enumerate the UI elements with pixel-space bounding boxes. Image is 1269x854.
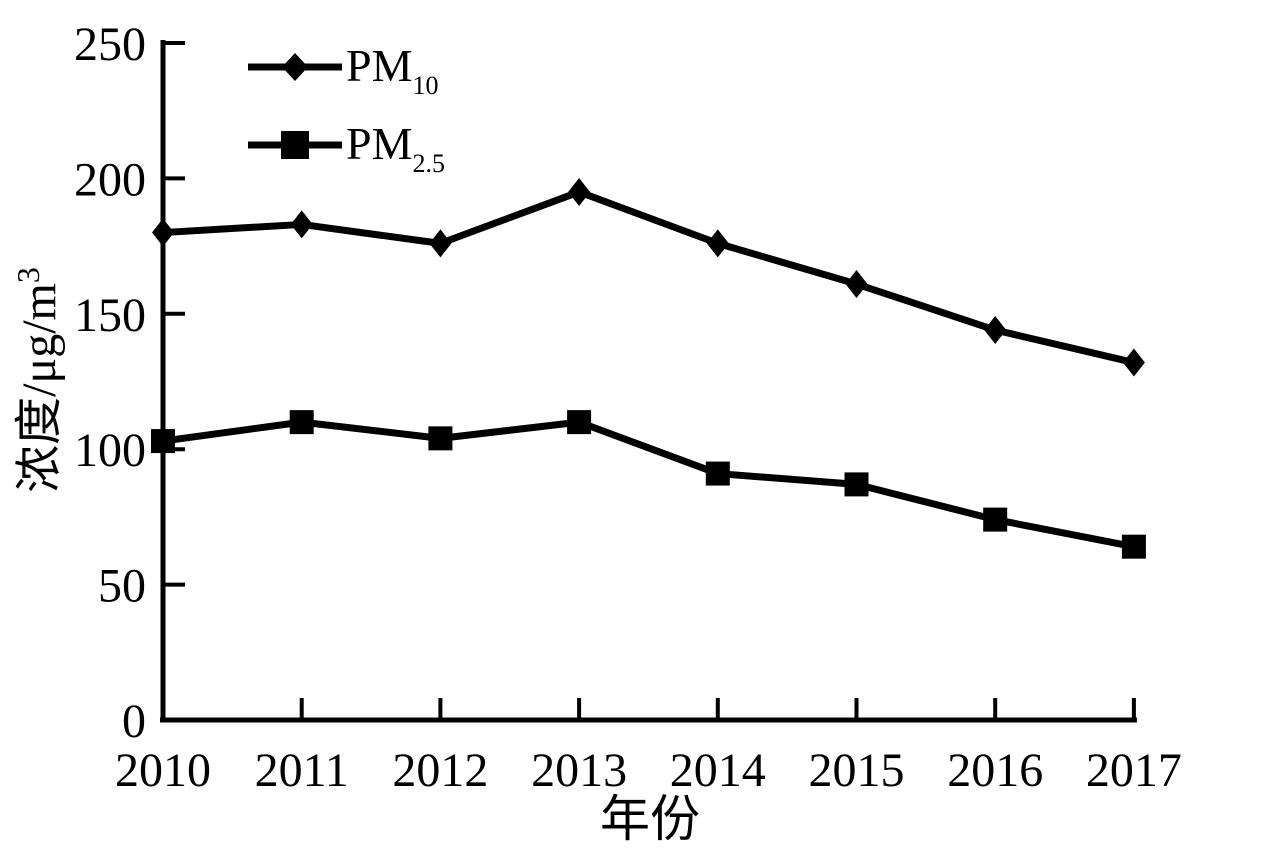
x-axis-title: 年份 (600, 791, 700, 847)
legend-pm10-diamond-icon (282, 53, 308, 81)
x-axis-tick-label-2016: 2016 (947, 744, 1043, 797)
y-axis-tick-label-200: 200 (74, 153, 146, 206)
legend: PM10 PM2.5 (248, 40, 445, 178)
pm10-marker-2017 (1122, 348, 1145, 377)
x-axis-tick-label-2014: 2014 (670, 744, 766, 797)
pm25-marker-2016 (983, 507, 1008, 532)
pm25-marker-2010 (151, 429, 175, 454)
pm10-marker-2010 (152, 218, 174, 247)
x-axis-tick-label-2010: 2010 (115, 744, 211, 797)
axes-layer: 0 50 100 150 200 250 2010 2011 2012 2013 2014 2015 2… (74, 18, 1182, 797)
x-axis-tick-label-2013: 2013 (531, 744, 627, 797)
pm10-marker-2011 (290, 210, 313, 239)
pm10-series-line (159, 188, 1138, 367)
pm25-marker-2015 (844, 472, 869, 497)
pm25-series-line (159, 418, 1138, 551)
y-axis-tick-label-250: 250 (74, 18, 146, 71)
y-axis-tick-label-50: 50 (98, 560, 146, 613)
pm10-marker-2016 (984, 316, 1007, 345)
legend-pm25-square-icon (281, 131, 309, 159)
y-axis-title: 浓度/μg/m3 (10, 267, 66, 493)
x-axis-tick-label-2011: 2011 (255, 744, 349, 797)
pm25-marker-2017 (1121, 534, 1146, 559)
pm10-marker-2013 (568, 177, 591, 206)
pm25-marker-2013 (567, 410, 592, 435)
pm25-marker-2012 (428, 426, 453, 451)
x-axis-tick-label-2017: 2017 (1086, 744, 1182, 797)
pm25-marker-2014 (705, 461, 730, 486)
pm10-marker-2015 (845, 270, 868, 299)
legend-pm10-label: PM10 (346, 40, 438, 100)
pm10-marker-2014 (706, 229, 729, 258)
y-axis-tick-label-100: 100 (74, 424, 146, 477)
pm10-marker-2012 (429, 229, 452, 258)
x-axis-tick-label-2015: 2015 (809, 744, 905, 797)
pm25-marker-2011 (289, 410, 314, 435)
x-axis-tick-label-2012: 2012 (392, 744, 488, 797)
legend-pm25-label: PM2.5 (346, 118, 445, 178)
y-axis-tick-label-0: 0 (122, 695, 146, 748)
series-layer (151, 177, 1146, 559)
y-axis-tick-label-150: 150 (74, 289, 146, 342)
